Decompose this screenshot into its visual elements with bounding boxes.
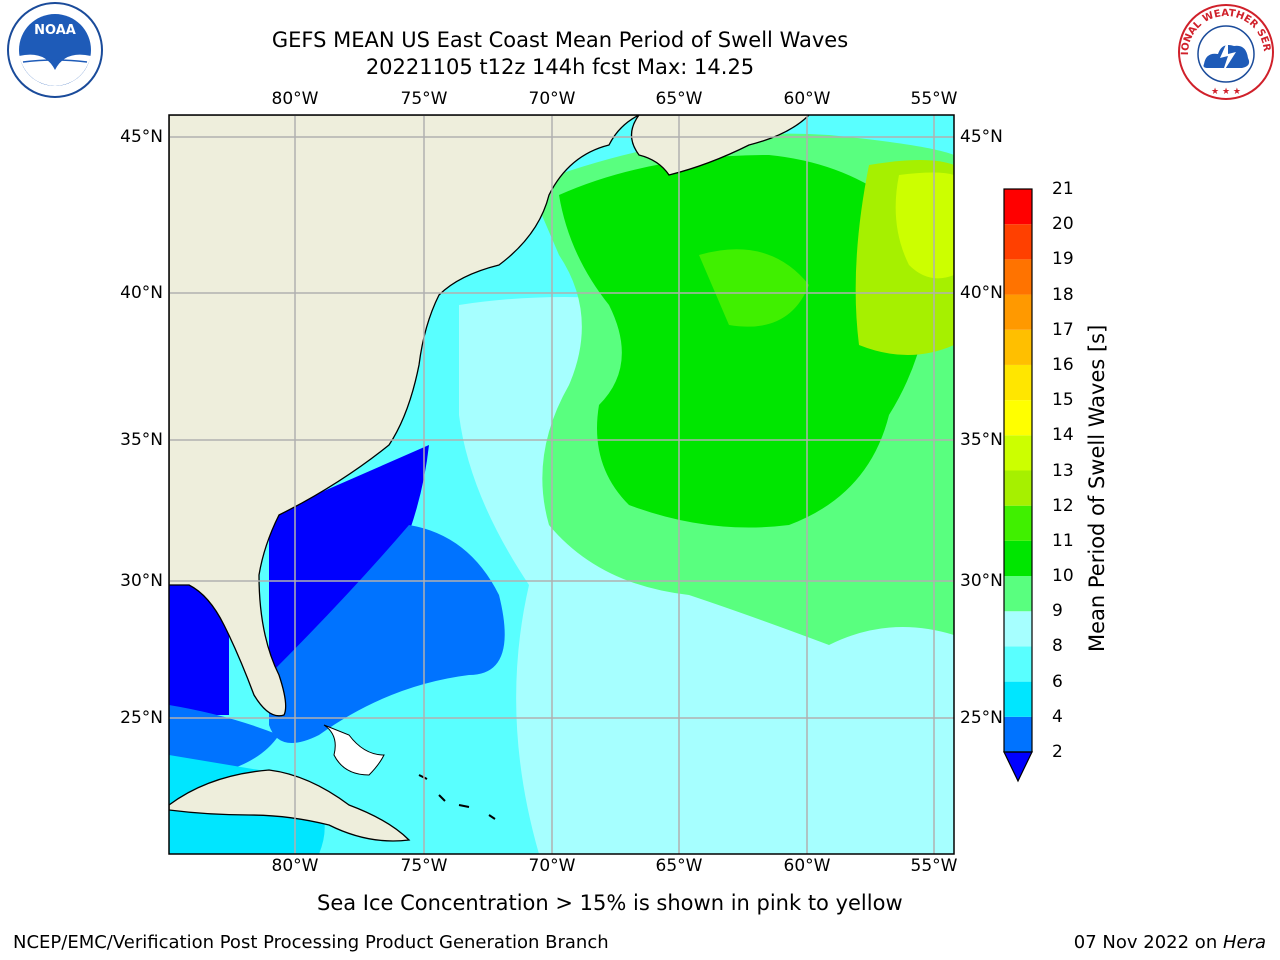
lat-label-left: 30°N [120,571,163,591]
lon-label-top: 80°W [271,89,319,109]
field-13-14s [895,172,954,279]
colorbar-band [1004,576,1032,612]
colorbar-tick-label: 11 [1052,530,1074,551]
lat-label-right: 35°N [960,430,1003,450]
colorbar-title: Mean Period of Swell Waves [s] [1085,324,1109,652]
colorbar-band [1004,259,1032,295]
gulf-deep-blue [169,585,229,715]
swell-period-map [168,114,955,855]
field-2-4s [269,525,505,743]
colorbar-tick-label: 12 [1052,495,1074,516]
colorbar-tick-label: 21 [1052,179,1074,199]
lat-label-left: 45°N [120,127,163,147]
sea-ice-note: Sea Ice Concentration > 15% is shown in … [317,891,903,915]
field-11-12s [699,249,809,327]
colorbar-band [1004,329,1032,365]
colorbar-band [1004,540,1032,577]
colorbar-tick-label: 10 [1052,566,1074,587]
page-title: GEFS MEAN US East Coast Mean Period of S… [271,28,849,52]
colorbar [1003,188,1033,783]
colorbar-tick-label: 8 [1052,636,1063,657]
page-subtitle: 20221105 t12z 144h fcst Max: 14.25 [365,55,755,79]
lon-label-bottom: 65°W [655,856,703,876]
noaa-logo: NOAA [7,2,103,98]
island-chain [418,774,496,820]
lat-label-left: 40°N [120,283,163,303]
lon-label-bottom: 75°W [400,856,448,876]
us-land [169,115,640,717]
colorbar-band [1004,294,1032,330]
colorbar-band [1004,435,1032,471]
colorbar-band [1004,716,1032,752]
colorbar-extend-triangle [1003,751,1033,783]
colorbar-band [1004,224,1032,260]
nws-logo: NATIONAL WEATHER SERVICE ★ ★ ★ [1172,0,1274,100]
colorbar-tick-label: 20 [1052,214,1074,235]
field-10-11s [559,155,931,528]
colorbar-tick-label: 6 [1052,671,1063,692]
colorbar-band [1004,470,1032,506]
colorbar-band [1004,400,1032,436]
lat-label-right: 30°N [960,571,1003,591]
production-date: 07 Nov 2022 on Hera [1074,932,1266,953]
colorbar-band [1004,646,1032,682]
cuba-land [169,769,411,842]
colorbar-tick-label: 4 [1052,706,1063,727]
colorbar-tick-label: 16 [1052,354,1074,375]
colorbar-band [1004,364,1032,401]
lon-label-top: 55°W [910,89,958,109]
colorbar-tick-label: 14 [1052,425,1074,446]
colorbar-tick-label: 18 [1052,284,1074,305]
field-8-9s-south [639,742,809,815]
lon-label-bottom: 55°W [910,856,958,876]
lon-label-bottom: 60°W [783,856,831,876]
canada-land [630,115,810,176]
colorbar-tick-label: 2 [1052,742,1063,762]
colorbar-band [1004,681,1032,717]
map-frame [168,114,955,855]
colorbar-tick-label: 9 [1052,601,1063,622]
production-date-text: 07 Nov 2022 on [1073,932,1223,953]
lon-label-bottom: 70°W [528,856,576,876]
production-host: Hera [1222,932,1266,953]
lon-label-bottom: 80°W [271,856,319,876]
colorbar-tick-label: 19 [1052,249,1074,270]
colorbar-band [1004,505,1032,541]
colorbar-band [1004,611,1032,647]
lat-label-right: 25°N [960,708,1003,728]
lat-label-left: 35°N [120,430,163,450]
noaa-logo-text: NOAA [34,23,76,38]
lat-label-left: 25°N [120,708,163,728]
colorbar-tick-label: 15 [1052,390,1074,411]
bahamas-shoal [323,724,385,776]
lon-label-top: 70°W [528,89,576,109]
lat-label-right: 40°N [960,283,1003,303]
field-below-2s [269,445,429,695]
graticule [169,115,954,854]
colorbar-tick-label: 13 [1052,460,1074,481]
colorbar-band [1004,189,1032,225]
lon-label-top: 75°W [400,89,448,109]
lat-label-right: 45°N [960,127,1003,147]
lon-label-top: 60°W [783,89,831,109]
svg-text:★ ★ ★: ★ ★ ★ [1211,87,1241,97]
producer-credit: NCEP/EMC/Verification Post Processing Pr… [13,932,609,953]
colorbar-tick-label: 17 [1052,319,1074,340]
lon-label-top: 65°W [655,89,703,109]
colorbar-frame [1003,188,1033,753]
gulf-blue [169,705,279,775]
